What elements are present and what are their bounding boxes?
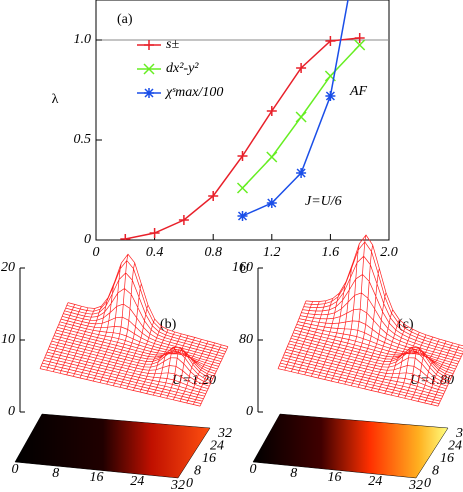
marker xyxy=(208,191,219,201)
plot-area xyxy=(120,0,366,240)
marker xyxy=(354,39,366,51)
x-tick-label: 32 xyxy=(408,478,423,492)
legend-label: χˢmax/100 xyxy=(164,85,223,100)
marker xyxy=(237,151,248,161)
series-line xyxy=(242,0,349,217)
marker xyxy=(325,36,336,46)
marker xyxy=(354,33,365,43)
annotation: U=1.20 xyxy=(172,373,216,388)
legend-marker xyxy=(143,63,155,75)
x-tick-label: 16 xyxy=(328,470,342,485)
z-tick-label: 160 xyxy=(232,260,253,275)
x-tick-label: 0 xyxy=(250,462,257,477)
plot-frame xyxy=(95,0,390,241)
x-tick-label: 32 xyxy=(170,478,185,492)
marker xyxy=(266,106,277,116)
x-tick-label: 8 xyxy=(52,466,59,481)
marker xyxy=(296,63,307,73)
annotation: U=1.80 xyxy=(410,373,454,388)
marker xyxy=(149,228,160,238)
y-tick-label: 0.5 xyxy=(74,132,92,147)
legend-marker xyxy=(144,88,154,98)
surface-wireframe xyxy=(39,253,229,407)
y-tick-label: 16 xyxy=(202,451,216,466)
legend-label: dx²-y² xyxy=(166,61,199,76)
x-tick-label: 1.2 xyxy=(263,245,281,260)
x-tick-label: 0.4 xyxy=(146,245,164,260)
legend-marker xyxy=(144,40,154,50)
marker xyxy=(237,211,248,221)
y-tick-label: 32 xyxy=(217,426,232,441)
z-tick-label: 0 xyxy=(246,404,253,419)
annotation: J=U/6 xyxy=(305,194,342,209)
y-tick-label: 16 xyxy=(440,451,454,466)
z-tick-label: 10 xyxy=(1,332,15,347)
x-tick-label: 2.0 xyxy=(380,245,398,260)
x-tick-label: 24 xyxy=(368,474,382,489)
surface-wireframe xyxy=(277,234,463,407)
marker xyxy=(120,234,131,240)
y-tick-label: 1.0 xyxy=(74,32,92,47)
y-tick-label: 0 xyxy=(84,232,91,247)
marker xyxy=(266,151,278,163)
y-tick-label: 8 xyxy=(432,464,439,479)
z-tick-label: 0 xyxy=(8,404,15,419)
y-tick-label: 24 xyxy=(448,439,462,454)
panel-label: (a) xyxy=(117,12,133,27)
z-tick-label: 80 xyxy=(239,332,253,347)
marker xyxy=(266,198,277,208)
marker xyxy=(178,215,189,225)
x-tick-label: 16 xyxy=(90,470,104,485)
x-tick-label: 24 xyxy=(130,474,144,489)
panel-label: (c) xyxy=(398,317,414,332)
x-axis-label: U xyxy=(239,262,250,277)
y-tick-label: 0 xyxy=(186,476,193,491)
x-tick-label: 0 xyxy=(93,245,100,260)
panel-label: (b) xyxy=(160,317,177,332)
marker xyxy=(325,91,336,101)
heatmap-base xyxy=(252,413,449,479)
y-tick-label: 0 xyxy=(424,476,431,491)
x-tick-label: 0 xyxy=(12,462,19,477)
x-tick-label: 8 xyxy=(290,466,297,481)
x-tick-label: 1.6 xyxy=(322,245,340,260)
z-tick-label: 20 xyxy=(1,260,15,275)
heatmap-base xyxy=(14,413,211,479)
y-axis-label: λ xyxy=(52,92,59,107)
marker xyxy=(236,182,249,194)
y-tick-label: 32 xyxy=(455,426,463,441)
marker xyxy=(296,168,307,178)
x-tick-label: 0.8 xyxy=(204,245,222,260)
marker xyxy=(295,111,307,123)
annotation: AF xyxy=(349,84,368,99)
y-tick-label: 24 xyxy=(210,439,224,454)
legend-label: s± xyxy=(166,37,179,52)
y-tick-label: 8 xyxy=(194,464,201,479)
